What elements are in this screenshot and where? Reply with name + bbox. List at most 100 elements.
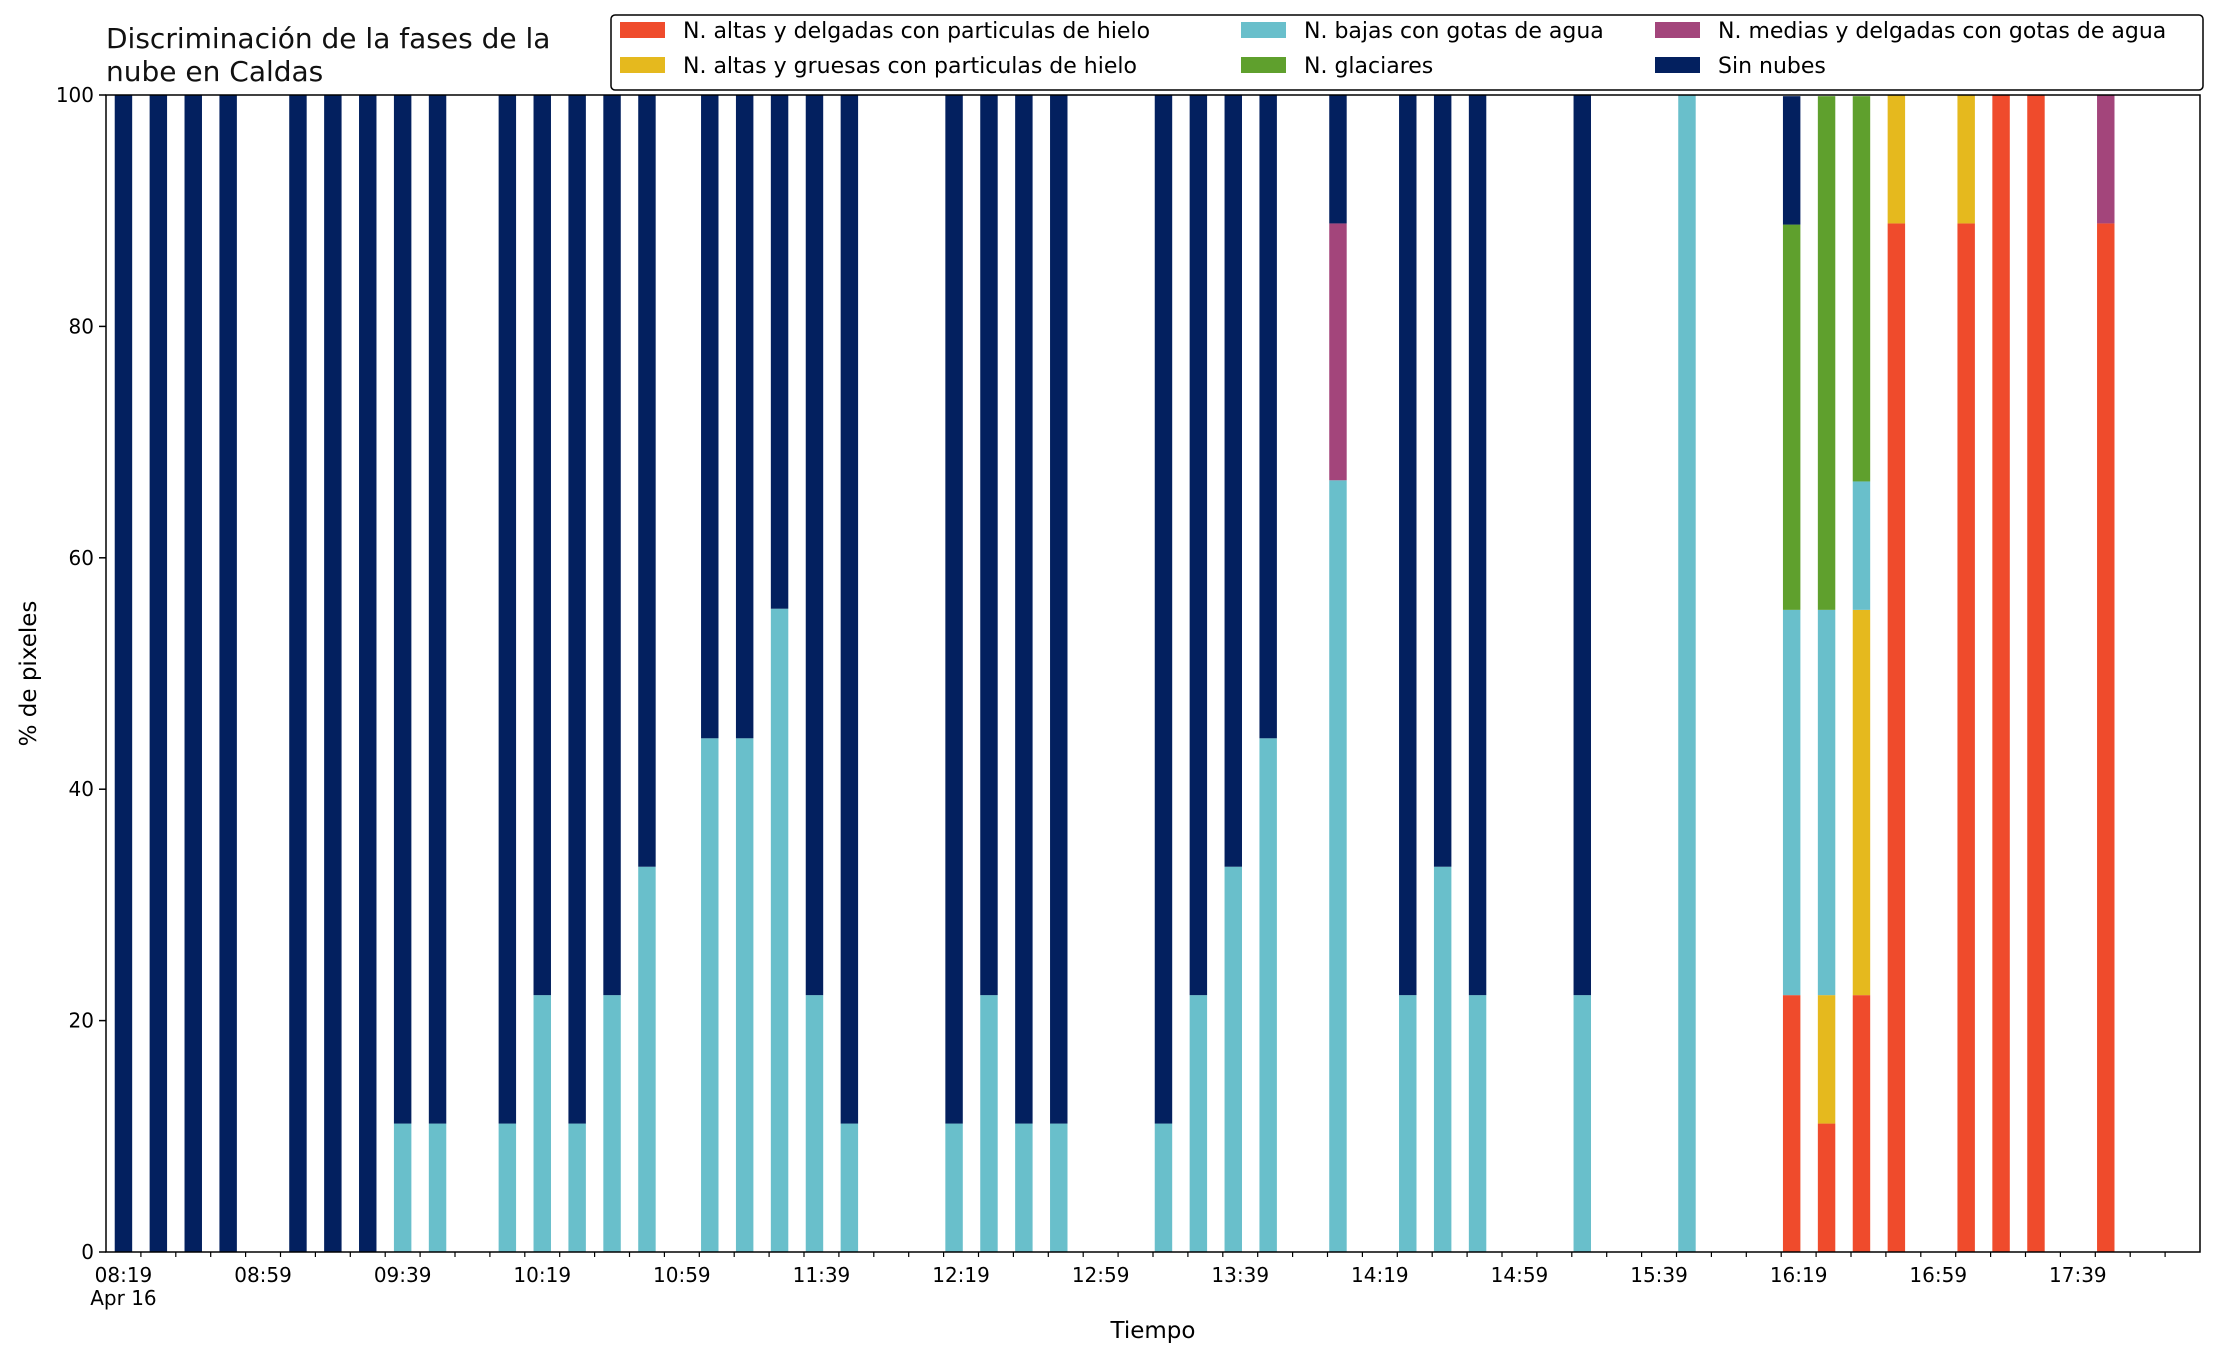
- bar-segment: [1782, 224, 1801, 610]
- y-tick-label: 40: [69, 777, 94, 801]
- bar-segment: [1678, 95, 1696, 1252]
- x-tick-label: 12:19: [932, 1263, 990, 1287]
- bar-segment: [735, 95, 754, 739]
- bar-segment: [1957, 223, 1975, 1252]
- legend-label: N. bajas con gotas de agua: [1304, 19, 1604, 44]
- x-tick-label: 09:39: [374, 1263, 432, 1287]
- legend-label: N. medias y delgadas con gotas de agua: [1718, 19, 2166, 44]
- bar-segment: [980, 95, 998, 996]
- bar-segment: [498, 1123, 517, 1252]
- bar-segment: [980, 995, 998, 1252]
- bar-segment: [840, 1123, 859, 1252]
- bar-segment: [603, 95, 621, 996]
- bar-segment: [1817, 96, 1836, 610]
- bar-segment: [1817, 995, 1836, 1124]
- bar-segment: [638, 95, 656, 867]
- x-tick-label: 10:19: [513, 1263, 571, 1287]
- bar-segment: [359, 95, 377, 1252]
- bar-segment: [1852, 609, 1871, 996]
- bar-segment: [735, 738, 754, 1252]
- bar-segment: [1817, 609, 1836, 996]
- bar-segment: [219, 95, 237, 1252]
- x-axis: 08:19 08:59 09:39 10:19 10:59 11:39 12:19 12:59…: [90, 1252, 2166, 1310]
- bar-segment: [1852, 96, 1871, 482]
- legend-label: N. glaciares: [1304, 54, 1433, 79]
- bar-segment: [1015, 95, 1033, 1124]
- x-tick-label: 10:59: [653, 1263, 711, 1287]
- bar-segment: [1154, 1123, 1173, 1252]
- bar-segment: [1259, 95, 1277, 739]
- x-axis-label: Tiempo: [1110, 1318, 1196, 1344]
- bar-segment: [2027, 95, 2045, 1252]
- legend-label: N. altas y gruesas con particulas de hie…: [683, 54, 1137, 79]
- legend-swatch: [1241, 57, 1286, 73]
- bar-segment: [1852, 481, 1871, 610]
- bar-segment: [840, 95, 859, 1124]
- bar-segment: [1189, 995, 1208, 1252]
- bar-segment: [1433, 866, 1452, 1252]
- bar-segment: [945, 1123, 963, 1252]
- bar-segment: [945, 95, 963, 1124]
- y-tick-label: 0: [81, 1240, 94, 1264]
- bar-segment: [701, 738, 719, 1252]
- bar-segment: [1329, 223, 1347, 481]
- bar-segment: [1887, 223, 1906, 1252]
- bar-segment: [1399, 95, 1417, 996]
- legend-swatch: [1241, 22, 1286, 38]
- x-tick-label: 12:59: [1072, 1263, 1130, 1287]
- bar-segment: [603, 995, 621, 1252]
- bar-segment: [428, 1123, 447, 1252]
- bar-segment: [428, 95, 447, 1124]
- bar-segment: [1015, 1123, 1033, 1252]
- x-tick-label: 11:39: [793, 1263, 851, 1287]
- bar-segment: [770, 608, 789, 1252]
- legend-label: N. altas y delgadas con particulas de hi…: [683, 19, 1150, 44]
- bar-segment: [1573, 95, 1591, 996]
- x-tick-label: 16:59: [1909, 1263, 1967, 1287]
- chart-title: Discriminación de la fases de la nube en…: [106, 22, 551, 88]
- x-tick-label: 14:59: [1491, 1263, 1549, 1287]
- bar-segment: [533, 95, 551, 996]
- bar-segment: [1433, 95, 1452, 867]
- bar-segment: [1957, 95, 1975, 224]
- x-tick-label: 15:39: [1630, 1263, 1688, 1287]
- legend-box: [610, 14, 2204, 91]
- bar-segment: [1329, 95, 1347, 224]
- legend-swatch: [1655, 57, 1700, 73]
- legend-swatch: [620, 57, 665, 73]
- bar-segment: [2097, 95, 2115, 224]
- bar-segment: [2097, 223, 2115, 1252]
- bar-segment: [114, 95, 133, 1252]
- bar-segment: [1573, 995, 1591, 1252]
- bar-segment: [1782, 995, 1801, 1252]
- x-tick-label: 16:19: [1770, 1263, 1828, 1287]
- bar-segment: [1468, 95, 1487, 996]
- bar-segment: [324, 95, 342, 1252]
- y-tick-label: 20: [69, 1009, 94, 1033]
- bar-segment: [1224, 95, 1242, 867]
- bar-segment: [1399, 995, 1417, 1252]
- legend-label: Sin nubes: [1718, 54, 1826, 79]
- y-tick-label: 80: [69, 314, 94, 338]
- bar-segment: [393, 1123, 412, 1252]
- x-tick-label: 14:19: [1351, 1263, 1409, 1287]
- y-tick-label: 100: [56, 83, 94, 107]
- plot-frame: [105, 94, 2201, 1253]
- y-axis-label: % de pixeles: [16, 601, 42, 747]
- bar-segment: [498, 95, 517, 1124]
- bar-segment: [1329, 480, 1347, 1252]
- bar-segment: [1817, 1123, 1836, 1252]
- x-tick-label: 17:39: [2049, 1263, 2107, 1287]
- bar-segment: [1154, 95, 1173, 1124]
- bar-segment: [289, 95, 307, 1252]
- bars-layer: [114, 95, 2115, 1252]
- bar-segment: [701, 95, 719, 739]
- bar-segment: [1468, 995, 1487, 1252]
- bar-segment: [805, 95, 824, 996]
- bar-segment: [533, 995, 551, 1252]
- legend: N. altas y delgadas con particulas de hi…: [610, 14, 2204, 91]
- bar-segment: [1259, 738, 1277, 1252]
- y-tick-label: 60: [69, 546, 94, 570]
- x-tick-label: 08:19: [95, 1263, 153, 1287]
